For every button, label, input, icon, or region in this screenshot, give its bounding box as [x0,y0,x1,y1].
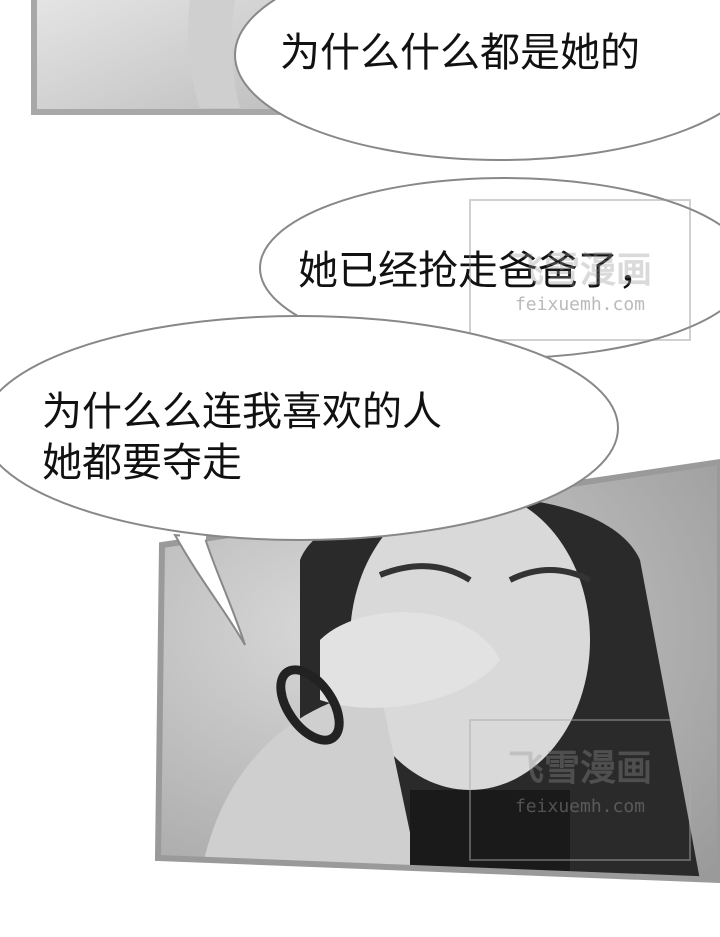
watermark: 飞雪漫画 feixuemh.com [469,199,691,341]
watermark-url: feixuemh.com [515,796,645,817]
speech-bubble: 为什么么连我喜欢的人 她都要夺走 [0,315,619,646]
watermark: 飞雪漫画 feixuemh.com [469,719,691,861]
bubble-text: 她已经抢走爸爸了， [298,248,658,294]
watermark-logo: 飞雪漫画 [508,250,652,291]
watermark-url: feixuemh.com [515,294,645,315]
bubble-text: 她都要夺走 [42,440,242,486]
bubble-text: 为什么么连我喜欢的人 [42,389,442,435]
watermark-logo: 飞雪漫画 [508,748,652,789]
bubble-text: 为什么什么都是她的 [280,30,640,76]
speech-bubble: 为什么什么都是她的 [234,0,720,161]
speech-bubble: 她已经抢走爸爸了， [259,177,720,359]
bottom-panel [154,458,720,884]
